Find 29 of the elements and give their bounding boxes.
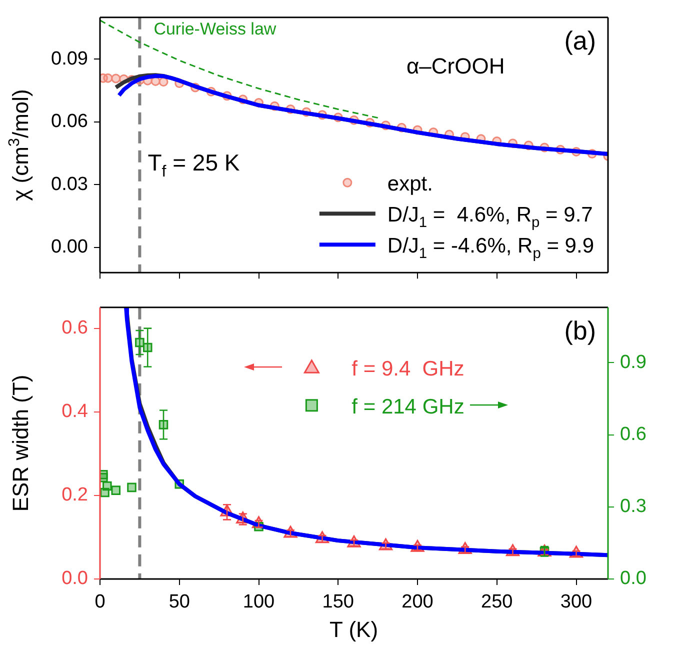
y-tick-label: 0.2 bbox=[62, 484, 88, 506]
y2-tick-label: 0.0 bbox=[620, 568, 646, 590]
x-tick-label: 0 bbox=[94, 592, 106, 613]
y-tick-label: 0.03 bbox=[51, 174, 88, 195]
y-tick-label: 0.6 bbox=[62, 318, 88, 339]
y2-tick-label: 0.6 bbox=[620, 424, 646, 446]
x-axis-title: T (K) bbox=[330, 617, 378, 642]
annotation: α–CrOOH bbox=[406, 53, 505, 78]
annotation: (b) bbox=[564, 315, 596, 346]
x-tick-label: 250 bbox=[481, 592, 513, 613]
y2-tick-label: 0.9 bbox=[620, 352, 646, 373]
y2-tick-label: 0.3 bbox=[620, 496, 646, 518]
x-tick-label: 150 bbox=[322, 592, 354, 613]
x-tick-label: 100 bbox=[242, 592, 275, 613]
y-tick-label: 0.0 bbox=[62, 568, 88, 590]
annotation: (a) bbox=[564, 25, 596, 56]
y-tick-label: 0.00 bbox=[51, 236, 88, 258]
y-axis-title: χ (cm3/mol) bbox=[6, 89, 33, 201]
y-tick-label: 0.09 bbox=[51, 48, 88, 70]
x-tick-label: 50 bbox=[168, 592, 190, 613]
y-tick-label: 0.4 bbox=[62, 401, 88, 422]
x-tick-label: 300 bbox=[560, 592, 592, 613]
legend-label: f = 214 GHz bbox=[352, 395, 464, 418]
y-tick-label: 0.06 bbox=[51, 111, 88, 132]
x-tick-label: 200 bbox=[402, 592, 434, 613]
annotation: Curie-Weiss law bbox=[154, 19, 277, 38]
y-axis-title: ESR width (T) bbox=[8, 374, 33, 512]
legend-label: expt. bbox=[387, 172, 433, 196]
legend-label: f = 9.4 GHz bbox=[352, 357, 464, 380]
